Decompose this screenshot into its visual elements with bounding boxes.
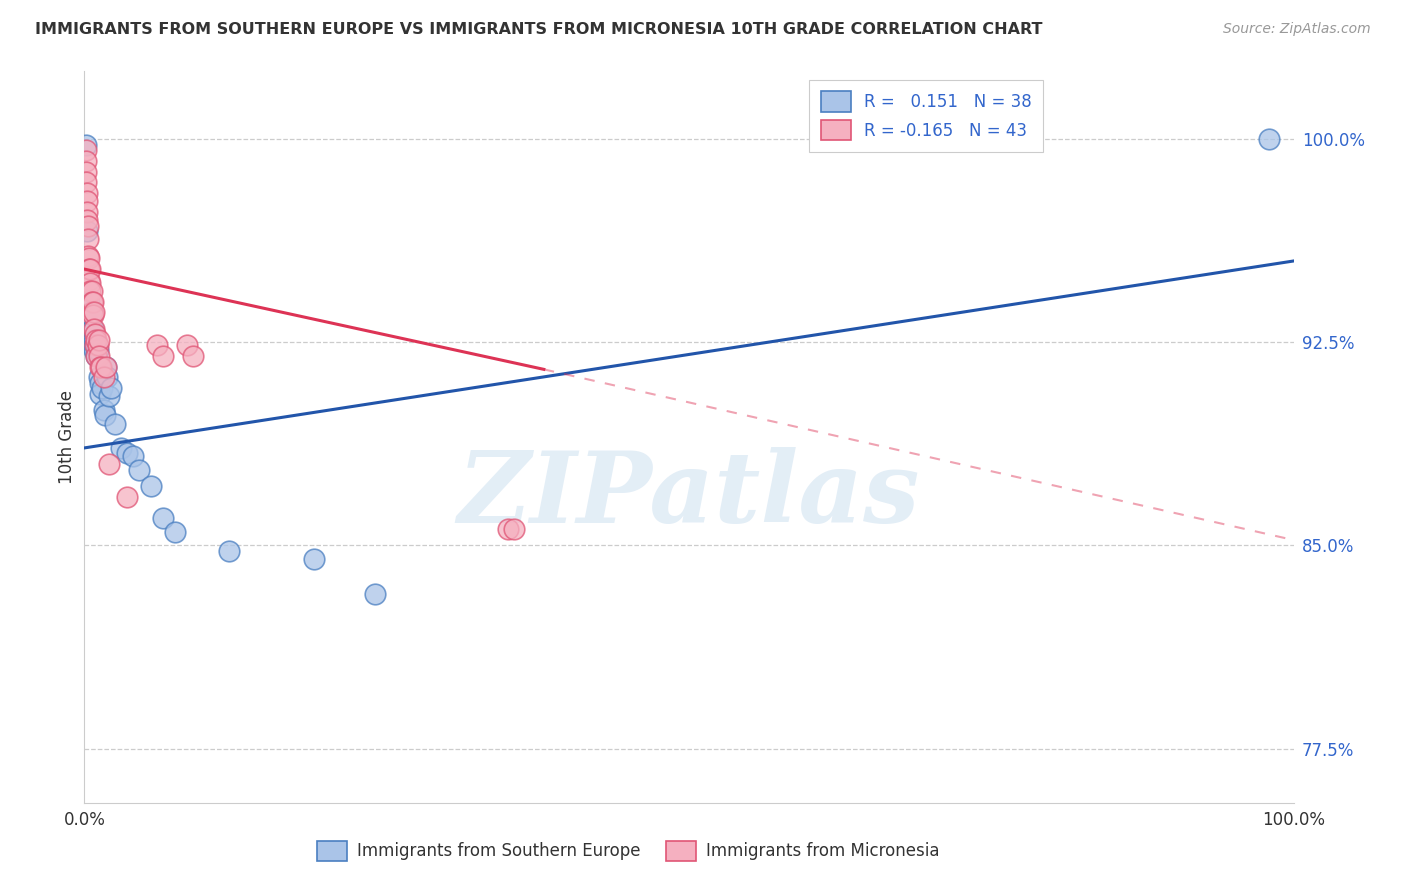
Point bbox=[83, 322, 105, 336]
Point bbox=[77, 273, 100, 287]
Point bbox=[75, 164, 97, 178]
Point bbox=[82, 338, 104, 352]
Point bbox=[79, 308, 101, 322]
Point bbox=[86, 349, 108, 363]
Point bbox=[139, 479, 162, 493]
Point bbox=[496, 522, 519, 536]
Point bbox=[89, 386, 111, 401]
Point bbox=[115, 490, 138, 504]
Point bbox=[76, 205, 98, 219]
Point bbox=[76, 224, 98, 238]
Point bbox=[152, 349, 174, 363]
Point bbox=[84, 327, 107, 342]
Point bbox=[181, 349, 204, 363]
Point bbox=[176, 338, 198, 352]
Point bbox=[80, 322, 103, 336]
Point bbox=[77, 232, 100, 246]
Point bbox=[146, 338, 169, 352]
Point bbox=[87, 370, 110, 384]
Point bbox=[110, 441, 132, 455]
Point bbox=[302, 552, 325, 566]
Point bbox=[82, 322, 104, 336]
Point bbox=[77, 219, 100, 233]
Point bbox=[79, 327, 101, 342]
Point bbox=[80, 284, 103, 298]
Point bbox=[84, 338, 107, 352]
Point bbox=[82, 308, 104, 322]
Point bbox=[97, 389, 120, 403]
Point bbox=[87, 349, 110, 363]
Point bbox=[218, 544, 240, 558]
Point bbox=[94, 359, 117, 374]
Point bbox=[82, 294, 104, 309]
Point bbox=[104, 417, 127, 431]
Point bbox=[79, 262, 101, 277]
Point bbox=[91, 381, 114, 395]
Point bbox=[76, 194, 98, 209]
Point bbox=[89, 376, 111, 390]
Point bbox=[86, 349, 108, 363]
Point bbox=[87, 333, 110, 347]
Point bbox=[93, 403, 115, 417]
Point bbox=[100, 381, 122, 395]
Point bbox=[89, 359, 111, 374]
Point bbox=[79, 276, 101, 290]
Point bbox=[165, 524, 187, 539]
Point bbox=[128, 462, 150, 476]
Point bbox=[84, 338, 107, 352]
Point bbox=[76, 186, 98, 201]
Point bbox=[90, 359, 112, 374]
Point bbox=[96, 370, 118, 384]
Point bbox=[502, 522, 524, 536]
Y-axis label: 10th Grade: 10th Grade bbox=[58, 390, 76, 484]
Point bbox=[75, 143, 97, 157]
Point bbox=[80, 305, 103, 319]
Point bbox=[363, 587, 385, 601]
Text: IMMIGRANTS FROM SOUTHERN EUROPE VS IMMIGRANTS FROM MICRONESIA 10TH GRADE CORRELA: IMMIGRANTS FROM SOUTHERN EUROPE VS IMMIG… bbox=[35, 22, 1043, 37]
Point bbox=[115, 446, 138, 460]
Point bbox=[1258, 132, 1281, 146]
Point bbox=[121, 449, 143, 463]
Point bbox=[86, 343, 108, 358]
Text: Source: ZipAtlas.com: Source: ZipAtlas.com bbox=[1223, 22, 1371, 37]
Point bbox=[75, 153, 97, 168]
Point bbox=[76, 213, 98, 227]
Point bbox=[94, 359, 117, 374]
Point bbox=[77, 294, 100, 309]
Point bbox=[79, 284, 101, 298]
Point bbox=[97, 457, 120, 471]
Point bbox=[86, 338, 108, 352]
Point bbox=[80, 305, 103, 319]
Point bbox=[83, 343, 105, 358]
Point bbox=[94, 409, 117, 423]
Point bbox=[83, 305, 105, 319]
Point bbox=[80, 338, 103, 352]
Point bbox=[86, 333, 108, 347]
Point bbox=[77, 262, 100, 277]
Point bbox=[83, 333, 105, 347]
Point bbox=[93, 370, 115, 384]
Text: ZIPatlas: ZIPatlas bbox=[458, 448, 920, 544]
Point bbox=[80, 294, 103, 309]
Point bbox=[75, 176, 97, 190]
Point bbox=[77, 252, 100, 266]
Legend: Immigrants from Southern Europe, Immigrants from Micronesia: Immigrants from Southern Europe, Immigra… bbox=[311, 834, 946, 868]
Point bbox=[75, 137, 97, 152]
Point bbox=[77, 249, 100, 263]
Point bbox=[152, 511, 174, 525]
Point bbox=[86, 338, 108, 352]
